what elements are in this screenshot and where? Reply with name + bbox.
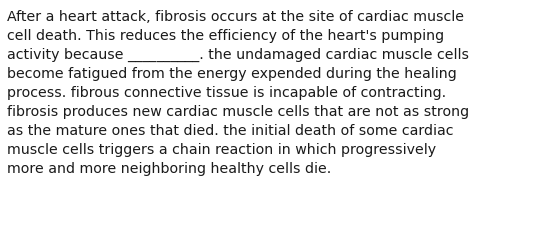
Text: After a heart attack, fibrosis occurs at the site of cardiac muscle
cell death. : After a heart attack, fibrosis occurs at…	[7, 10, 469, 175]
